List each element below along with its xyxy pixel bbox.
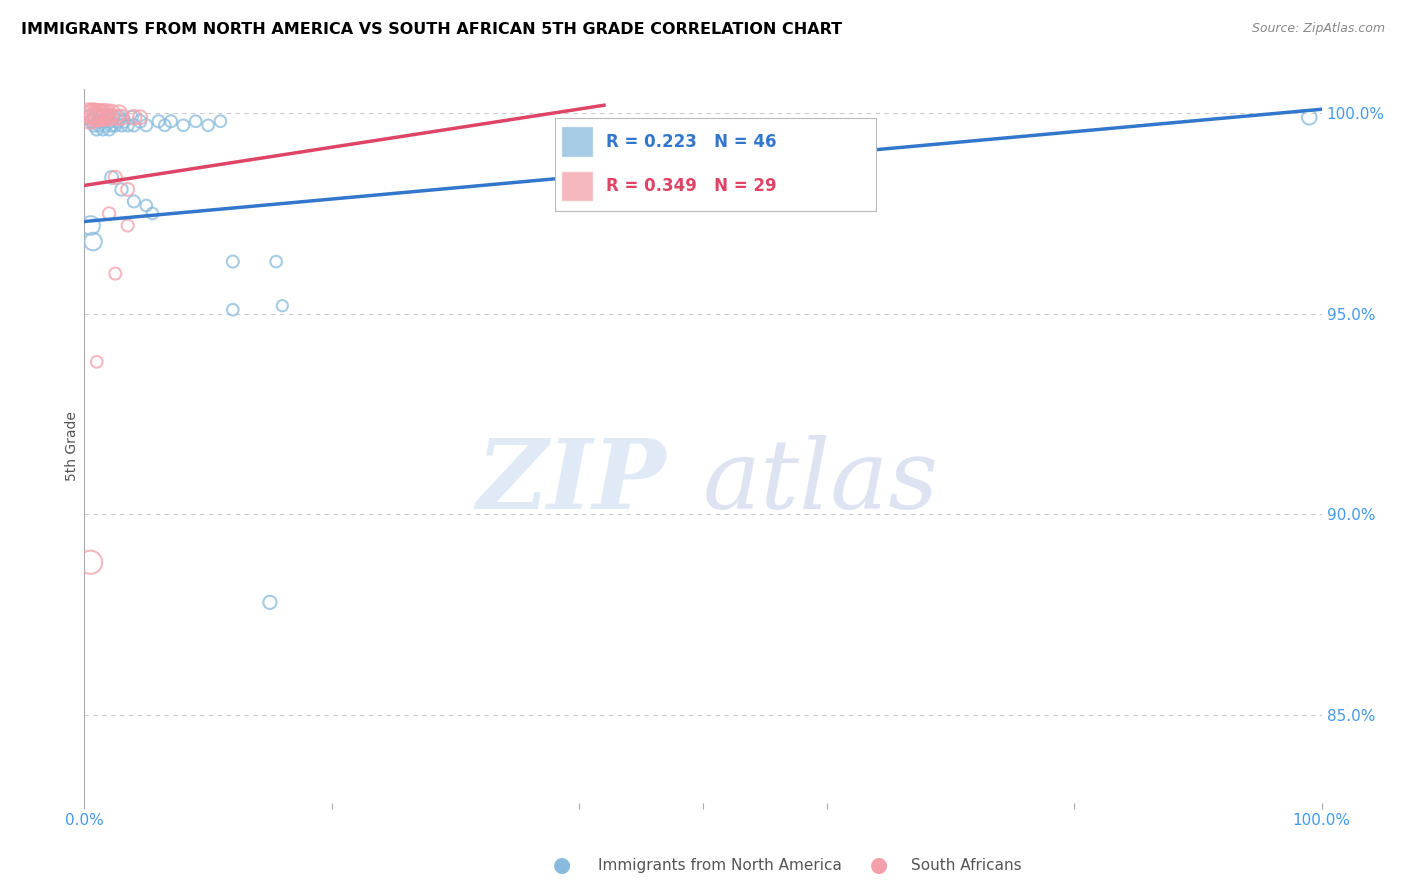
FancyBboxPatch shape — [561, 126, 593, 157]
Point — [93, 114, 115, 128]
Point — [96, 110, 118, 124]
Point — [90, 106, 112, 120]
Point — [91, 122, 114, 136]
Point — [264, 254, 287, 268]
Point — [79, 110, 101, 124]
Point — [80, 106, 103, 120]
Point — [117, 118, 139, 132]
Point — [89, 110, 111, 124]
Point — [108, 106, 131, 120]
Point — [100, 106, 122, 120]
Text: ●: ● — [554, 855, 571, 875]
Point — [271, 299, 294, 313]
Point — [259, 595, 281, 609]
Point — [117, 219, 139, 233]
Text: South Africans: South Africans — [911, 858, 1022, 872]
Point — [209, 114, 232, 128]
Text: R = 0.349   N = 29: R = 0.349 N = 29 — [606, 178, 776, 195]
Text: atlas: atlas — [703, 434, 939, 529]
Point — [135, 198, 157, 212]
Point — [104, 170, 127, 185]
Point — [135, 118, 157, 132]
Point — [122, 118, 145, 132]
Point — [197, 118, 219, 132]
Point — [86, 122, 108, 136]
Point — [87, 114, 110, 128]
Point — [100, 170, 122, 185]
Point — [90, 110, 112, 124]
Point — [148, 114, 170, 128]
Point — [79, 555, 101, 569]
Point — [120, 110, 142, 124]
Point — [84, 110, 107, 124]
Point — [108, 110, 131, 124]
Point — [222, 254, 245, 268]
Point — [117, 182, 139, 196]
Point — [94, 110, 117, 124]
Point — [84, 110, 107, 124]
Point — [93, 106, 115, 120]
Point — [110, 110, 132, 124]
Point — [86, 106, 108, 120]
Point — [1298, 110, 1320, 124]
Point — [104, 267, 127, 281]
Y-axis label: 5th Grade: 5th Grade — [65, 411, 79, 481]
Point — [129, 114, 152, 128]
Point — [104, 118, 127, 132]
Point — [82, 110, 104, 124]
Point — [77, 106, 100, 120]
Point — [104, 110, 127, 124]
Point — [91, 110, 114, 124]
Point — [107, 114, 129, 128]
Point — [86, 355, 108, 369]
Point — [122, 194, 145, 209]
Point — [184, 114, 207, 128]
Point — [110, 118, 132, 132]
Text: IMMIGRANTS FROM NORTH AMERICA VS SOUTH AFRICAN 5TH GRADE CORRELATION CHART: IMMIGRANTS FROM NORTH AMERICA VS SOUTH A… — [21, 22, 842, 37]
Point — [122, 110, 145, 124]
Point — [172, 118, 194, 132]
Point — [79, 219, 101, 233]
Point — [77, 110, 100, 124]
Point — [98, 114, 121, 128]
Point — [94, 118, 117, 132]
Point — [98, 122, 121, 136]
Point — [83, 106, 105, 120]
FancyBboxPatch shape — [561, 170, 593, 202]
Point — [129, 110, 152, 124]
Point — [98, 206, 121, 220]
Text: Source: ZipAtlas.com: Source: ZipAtlas.com — [1251, 22, 1385, 36]
Point — [83, 118, 105, 132]
Point — [87, 110, 110, 124]
Point — [112, 114, 135, 128]
Point — [89, 118, 111, 132]
Point — [222, 302, 245, 317]
Point — [141, 206, 163, 220]
Point — [98, 110, 121, 124]
Point — [89, 106, 111, 120]
Text: ZIP: ZIP — [477, 434, 666, 529]
Point — [101, 110, 124, 124]
Text: Immigrants from North America: Immigrants from North America — [598, 858, 841, 872]
Point — [96, 106, 118, 120]
Text: ●: ● — [870, 855, 887, 875]
Point — [110, 182, 132, 196]
Point — [80, 114, 103, 128]
Text: R = 0.223   N = 46: R = 0.223 N = 46 — [606, 133, 776, 151]
Point — [160, 114, 183, 128]
Point — [153, 118, 176, 132]
Point — [82, 235, 104, 249]
Point — [100, 118, 122, 132]
